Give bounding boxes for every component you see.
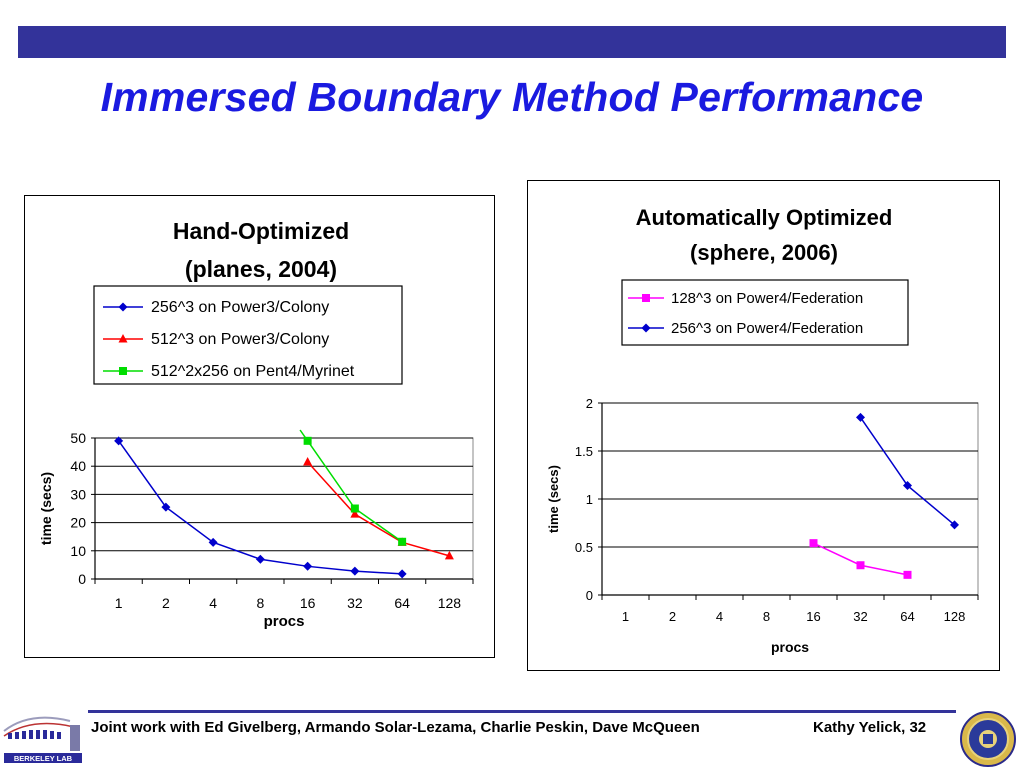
c1-y-tick-label: 1.5 [575,444,593,459]
c1-y-tick-label: 0.5 [575,540,593,555]
c1-series-0-point [809,539,818,548]
chart-panel-hand-optimized: Hand-Optimized (planes, 2004) 256^3 on Pow… [24,195,495,658]
c1-x-axis-label: procs [771,639,809,655]
c0-x-tick-label: 64 [394,595,410,611]
c0-series-line-2 [299,429,403,543]
c1-x-tick-label: 2 [669,609,676,624]
footer-author-page: Kathy Yelick, 32 [813,719,927,736]
c0-chart-title-line: Hand-Optimized [173,218,349,244]
c0-legend-box [93,285,403,385]
c0-legend-marker [119,367,127,375]
c0-series-0-point [255,554,265,564]
c0-x-tick-label: 1 [115,595,123,611]
c1-series-1-point [903,481,912,491]
c1-series-0-point [903,570,912,579]
c1-x-tick-label: 64 [900,609,914,624]
c1-y-axis-label: time (secs) [546,465,561,533]
c1-chart-title-line: Automatically Optimized [636,205,893,230]
c0-chart-title-line: (planes, 2004) [185,256,337,282]
c0-series-0-point [208,537,218,547]
c0-series-2-point [303,436,312,445]
slide-title: Immersed Boundary Method Performance [100,74,924,120]
c1-x-tick-label: 16 [806,609,820,624]
c0-series-line-1 [307,461,450,557]
chart-auto-optimized: Automatically Optimized(sphere, 2006)128… [546,205,979,655]
c0-legend-label: 512^3 on Power3/Colony [151,331,329,348]
c0-x-tick-label: 16 [300,595,316,611]
top-banner-bar [18,26,1006,58]
c0-x-axis-label: procs [264,613,305,630]
c0-series-0-point [303,561,313,571]
c1-y-tick-label: 2 [586,396,593,411]
c1-x-tick-label: 128 [944,609,966,624]
c1-series-1-point [856,412,865,422]
c0-legend-marker [118,302,128,312]
c0-plot-area [94,437,474,580]
c0-x-tick-label: 32 [347,595,363,611]
c1-legend-label: 256^3 on Power4/Federation [671,320,863,337]
c1-chart-title-line: (sphere, 2006) [690,240,838,265]
c0-series-0-point [397,569,407,579]
c0-x-tick-label: 2 [162,595,170,611]
c0-x-tick-label: 128 [438,595,462,611]
c1-x-tick-label: 32 [853,609,867,624]
footer-credit: Joint work with Ed Givelberg, Armando So… [91,719,700,736]
c1-y-tick-label: 0 [586,588,593,603]
c0-legend-label: 512^2x256 on Pent4/Myrinet [151,363,355,380]
c0-series-0-point [350,566,360,576]
uc-seal-icon [960,711,1016,767]
c0-series-1-point [444,550,454,560]
c1-x-tick-label: 4 [716,609,723,624]
c0-y-tick-label: 30 [70,486,86,502]
berkeley-lab-logo-icon [3,716,82,763]
c1-x-tick-label: 8 [763,609,770,624]
c1-legend-box [621,279,909,346]
c0-y-tick-label: 40 [70,458,86,474]
chart-hand-optimized: Hand-Optimized (planes, 2004) 256^3 on Pow… [38,218,474,630]
c0-legend-label: 256^3 on Power3/Colony [151,299,329,316]
footer-rule [88,710,956,713]
c0-series-1-point [303,456,313,466]
c1-legend-marker [641,323,651,333]
c1-x-tick-label: 1 [622,609,629,624]
c0-series-0-point [114,436,124,446]
c0-series-0-point [161,502,171,512]
c0-y-tick-label: 20 [70,515,86,531]
c0-series-2-point [398,537,407,546]
c1-legend-label: 128^3 on Power4/Federation [671,290,863,307]
c1-series-1-point [950,520,959,530]
c1-series-0-point [856,561,865,570]
chart-panel-auto-optimized: Automatically Optimized (sphere, 2006) 128… [527,180,1000,671]
c0-y-tick-label: 10 [70,543,86,559]
c1-y-tick-label: 1 [586,492,593,507]
c0-legend-marker [118,334,128,343]
c1-legend-marker [642,294,650,302]
c0-x-tick-label: 8 [256,595,264,611]
berkeley-lab-logo-text: BERKELEY LAB [14,754,73,763]
c0-y-tick-label: 0 [78,571,86,587]
c0-y-tick-label: 50 [70,430,86,446]
c0-x-tick-label: 4 [209,595,217,611]
c0-series-2-point [350,504,359,513]
c0-series-1-point [350,509,360,518]
c0-y-axis-label: time (secs) [38,472,54,545]
berkeley-lab-logo: BERKELEY LAB [3,716,82,763]
